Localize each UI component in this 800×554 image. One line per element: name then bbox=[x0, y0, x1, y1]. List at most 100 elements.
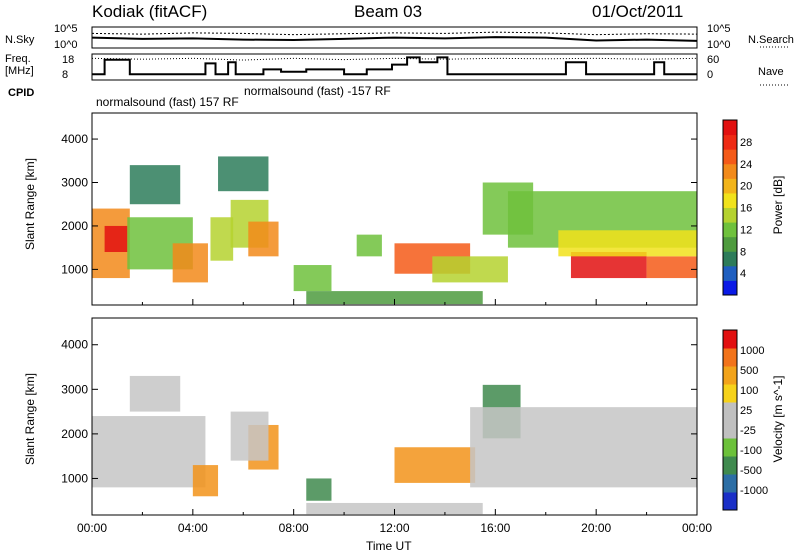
velocity-colorbar-swatch-0 bbox=[723, 492, 737, 511]
velocity-colorbar-tick-4: -25 bbox=[740, 425, 756, 437]
velocity-colorbar-tick-2: 100 bbox=[740, 385, 758, 397]
nsky-tick-bottom: 10^0 bbox=[54, 39, 78, 51]
freq-tick-bottom: 8 bbox=[62, 69, 69, 81]
power-colorbar-swatch-7 bbox=[723, 178, 737, 194]
xtick-label-4: 16:00 bbox=[480, 521, 510, 535]
nsky-tick-top: 10^5 bbox=[54, 23, 78, 35]
power-band-9 bbox=[293, 265, 332, 292]
power-colorbar-tick-6: 4 bbox=[740, 268, 746, 280]
velocity-colorbar-swatch-2 bbox=[723, 456, 737, 475]
velocity-colorbar-frame bbox=[722, 329, 738, 511]
velocity-colorbar-tick-3: 25 bbox=[740, 405, 752, 417]
power-ytick-label-3: 4000 bbox=[61, 132, 88, 146]
velocity-colorbar-swatch-5 bbox=[723, 402, 737, 421]
power-colorbar-swatch-8 bbox=[723, 163, 737, 179]
chart-title: Kodiak (fitACF) bbox=[92, 2, 208, 21]
velocity-ytick-label-1: 2000 bbox=[61, 427, 88, 441]
power-band-4 bbox=[172, 243, 208, 283]
velocity-colorbar-swatch-8 bbox=[723, 348, 737, 367]
noise-series-0 bbox=[91, 36, 698, 42]
power-band-1 bbox=[104, 225, 128, 253]
power-band-11 bbox=[356, 234, 382, 257]
power-colorbar-tick-2: 20 bbox=[740, 181, 752, 193]
power-colorbar-tick-3: 16 bbox=[740, 203, 752, 215]
velocity-band-1 bbox=[129, 375, 181, 412]
velocity-colorbar-swatch-7 bbox=[723, 366, 737, 385]
power-band-8 bbox=[218, 156, 269, 192]
power-colorbar-swatch-6 bbox=[723, 192, 737, 208]
freq-panel-frame bbox=[91, 53, 698, 81]
velocity-ytick-label-3: 4000 bbox=[61, 338, 88, 352]
nave-series bbox=[91, 57, 698, 61]
power-colorbar-tick-5: 8 bbox=[740, 246, 746, 258]
power-colorbar-swatch-5 bbox=[723, 207, 737, 223]
power-band-17 bbox=[646, 256, 697, 279]
power-colorbar-tick-4: 12 bbox=[740, 224, 752, 236]
noise-panel-frame bbox=[91, 26, 698, 49]
power-colorbar-tick-0: 28 bbox=[740, 137, 752, 149]
velocity-colorbar-tick-7: -1000 bbox=[740, 485, 768, 497]
freq-series bbox=[92, 56, 697, 76]
cpid-label: CPID bbox=[8, 87, 35, 99]
power-panel-ylabel: Slant Range [km] bbox=[23, 157, 37, 251]
velocity-band-9 bbox=[470, 407, 697, 488]
cpid-text-2: normalsound (fast) -157 RF bbox=[244, 84, 391, 98]
xtick-label-2: 08:00 bbox=[279, 521, 309, 535]
nsearch-label: N.Search bbox=[748, 34, 794, 46]
velocity-band-2 bbox=[192, 465, 219, 497]
nsky-label: N.Sky bbox=[5, 34, 35, 46]
beam-label: Beam 03 bbox=[354, 2, 423, 21]
xtick-label-1: 04:00 bbox=[178, 521, 208, 535]
velocity-colorbar-label: Velocity [m s^-1] bbox=[771, 375, 785, 463]
power-band-3 bbox=[129, 165, 181, 205]
freq-tick-top: 18 bbox=[62, 54, 75, 66]
velocity-colorbar-swatch-3 bbox=[723, 438, 737, 457]
freq-label: Freq. bbox=[5, 53, 31, 65]
nave-tick-top: 60 bbox=[707, 54, 720, 66]
velocity-colorbar-swatch-4 bbox=[723, 420, 737, 439]
power-band-5 bbox=[210, 217, 234, 261]
velocity-band-4 bbox=[230, 411, 269, 461]
noise-series-1 bbox=[91, 31, 698, 36]
velocity-colorbar-tick-5: -100 bbox=[740, 445, 762, 457]
xtick-label-6: 00:00 bbox=[682, 521, 712, 535]
velocity-ytick-label-2: 3000 bbox=[61, 382, 88, 396]
velocity-colorbar-tick-1: 500 bbox=[740, 365, 758, 377]
xtick-label-3: 12:00 bbox=[379, 521, 409, 535]
power-colorbar-swatch-3 bbox=[723, 236, 737, 252]
power-colorbar-tick-1: 24 bbox=[740, 159, 752, 171]
velocity-colorbar-tick-6: -500 bbox=[740, 465, 762, 477]
velocity-colorbar-swatch-6 bbox=[723, 384, 737, 403]
power-colorbar-swatch-2 bbox=[723, 251, 737, 267]
velocity-band-5 bbox=[306, 478, 332, 501]
freq-unit: [MHz] bbox=[5, 65, 34, 77]
velocity-band-7 bbox=[394, 447, 476, 483]
velocity-colorbar-swatch-9 bbox=[723, 330, 737, 349]
power-colorbar-swatch-0 bbox=[723, 280, 737, 296]
power-colorbar-swatch-1 bbox=[723, 265, 737, 281]
velocity-band-6 bbox=[306, 502, 483, 515]
power-colorbar-swatch-4 bbox=[723, 222, 737, 238]
nsearch-tick-bottom: 10^0 bbox=[707, 39, 731, 51]
velocity-band-0 bbox=[92, 416, 206, 488]
power-ytick-label-1: 2000 bbox=[61, 219, 88, 233]
power-ytick-label-2: 3000 bbox=[61, 176, 88, 190]
nave-tick-bottom: 0 bbox=[707, 69, 714, 81]
power-band-13 bbox=[432, 256, 508, 283]
xtick-label-0: 00:00 bbox=[77, 521, 107, 535]
power-band-10 bbox=[306, 291, 483, 305]
power-colorbar-swatch-9 bbox=[723, 149, 737, 165]
nave-label: Nave bbox=[758, 66, 784, 78]
xaxis-label: Time UT bbox=[366, 539, 412, 553]
power-colorbar-swatch-10 bbox=[723, 134, 737, 150]
velocity-panel-ylabel: Slant Range [km] bbox=[23, 372, 37, 466]
power-colorbar-frame bbox=[722, 119, 738, 296]
power-band-18 bbox=[558, 230, 697, 257]
date-label: 01/Oct/2011 bbox=[592, 2, 684, 21]
power-band-7 bbox=[248, 221, 279, 257]
velocity-colorbar-swatch-1 bbox=[723, 474, 737, 493]
velocity-ytick-label-0: 1000 bbox=[61, 471, 88, 485]
cpid-text-1: normalsound (fast) 157 RF bbox=[96, 95, 239, 109]
xtick-label-5: 20:00 bbox=[581, 521, 611, 535]
